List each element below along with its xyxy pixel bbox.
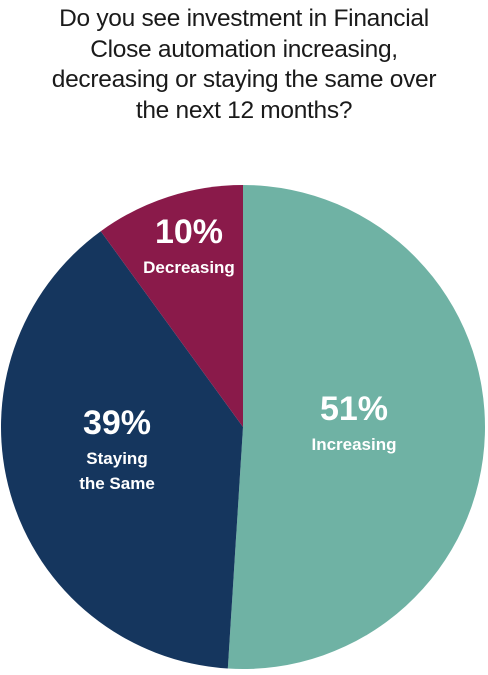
slice-percent-label: 10%	[155, 213, 223, 251]
pie-slice	[100, 185, 243, 427]
chart-title-line: the next 12 months?	[135, 96, 353, 124]
chart-title-line: Close automation increasing,	[90, 35, 398, 63]
chart-title-line: decreasing or staying the same over	[51, 66, 437, 93]
slice-percent-label: 39%	[83, 404, 151, 442]
slice-category-label: Increasing	[311, 435, 396, 454]
slice-category-label: the Same	[79, 474, 155, 493]
pie-slice	[227, 185, 486, 669]
chart-title: Do you see investment in Financial Close…	[20, 4, 468, 126]
pie-slice	[1, 231, 244, 669]
chart-title-line: Do you see investment in Financial	[59, 5, 429, 32]
slice-category-label: Staying	[86, 449, 147, 468]
slice-percent-label: 51%	[320, 390, 388, 428]
slice-category-label: Decreasing	[143, 258, 235, 277]
